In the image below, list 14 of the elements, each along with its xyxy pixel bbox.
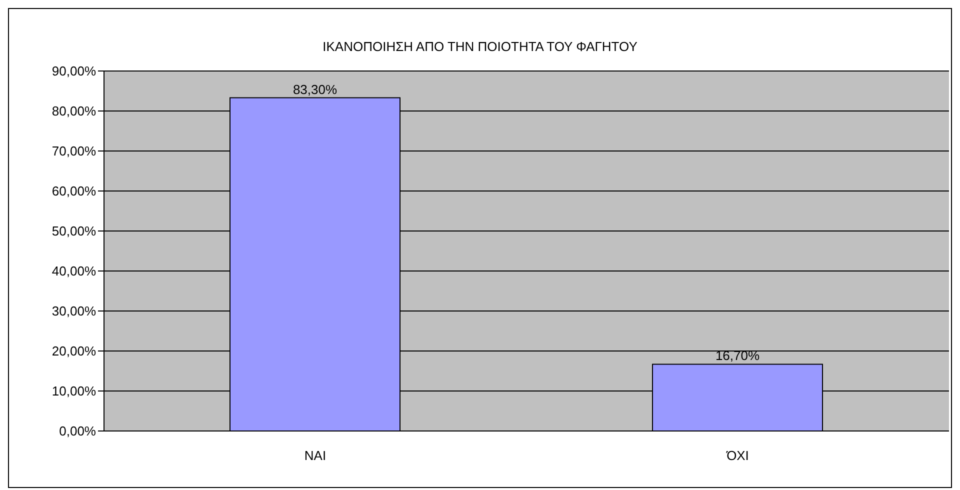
x-tick-label: ΌΧΙ (726, 448, 749, 464)
y-tick-label: 0,00% (59, 424, 96, 439)
y-tick-label: 20,00% (52, 344, 96, 359)
y-tick-label: 60,00% (52, 184, 96, 199)
y-tick-label: 30,00% (52, 304, 96, 319)
y-tick-label: 70,00% (52, 144, 96, 159)
y-tick-label: 80,00% (52, 104, 96, 119)
data-label: 83,30% (292, 82, 338, 97)
y-tick-label: 10,00% (52, 384, 96, 399)
x-tick-label: ΝΑΙ (304, 448, 326, 464)
y-tick-label: 90,00% (52, 64, 96, 79)
chart-title: ΙΚΑΝΟΠΟΙΗΣΗ ΑΠΟ ΤΗΝ ΠΟΙΟΤΗΤΑ ΤΟΥ ΦΑΓΗΤΟΥ (322, 39, 638, 54)
y-tick-label: 40,00% (52, 264, 96, 279)
y-tick-label: 50,00% (52, 224, 96, 239)
